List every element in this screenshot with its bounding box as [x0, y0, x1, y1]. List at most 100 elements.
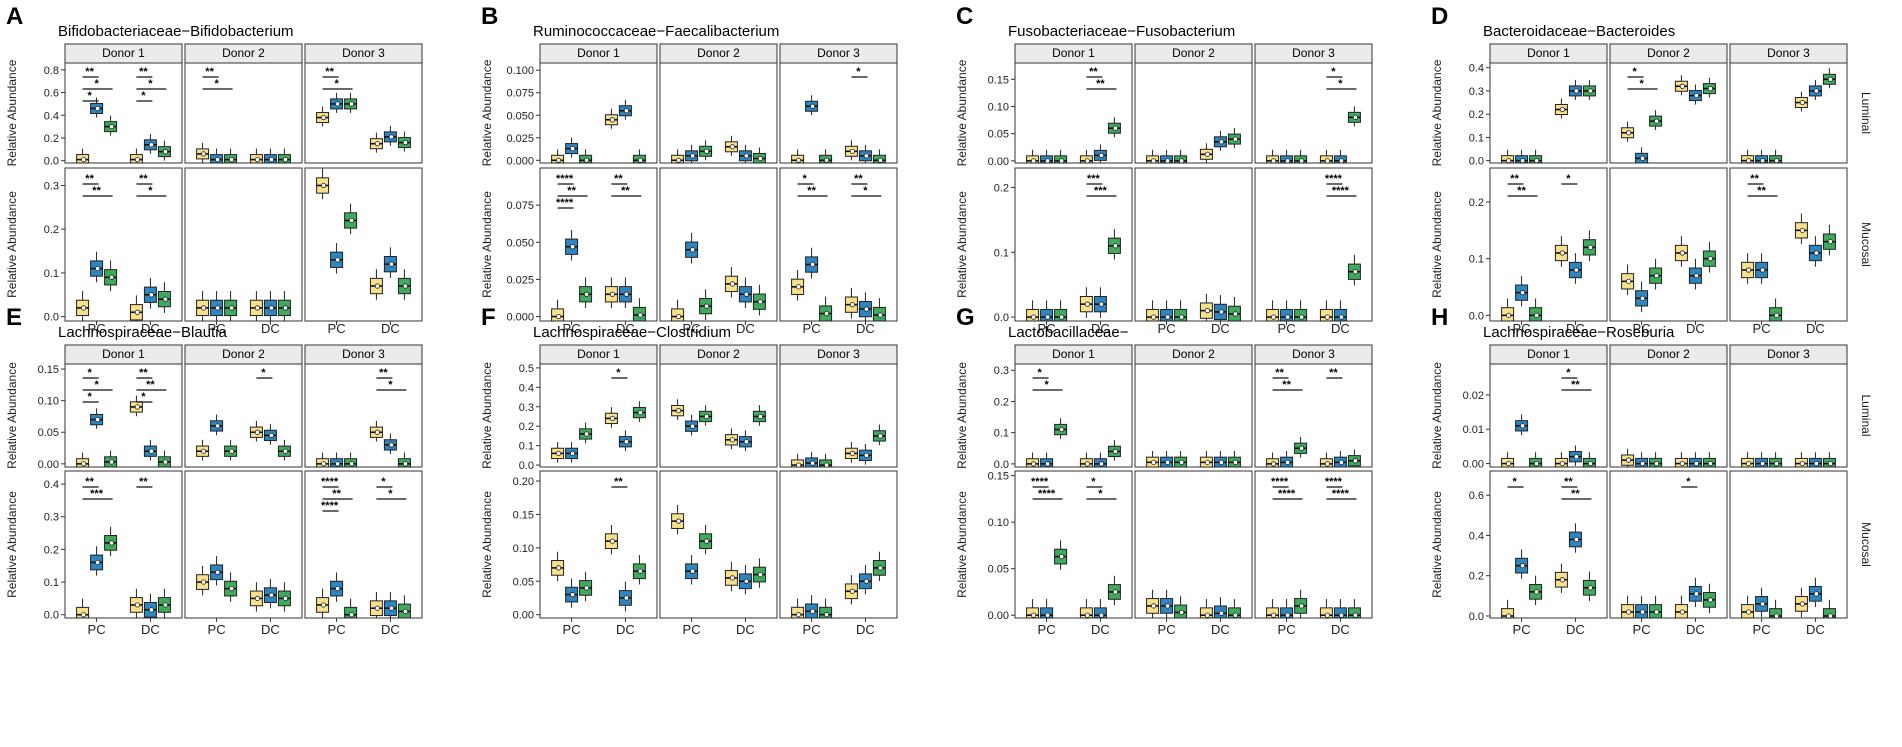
data-point	[569, 450, 576, 456]
facet-frame	[779, 470, 898, 619]
data-point	[1653, 118, 1660, 124]
data-point	[1232, 459, 1239, 465]
data-point	[1827, 239, 1834, 245]
significance-label: ***	[1094, 185, 1108, 197]
data-point	[402, 461, 409, 467]
data-point	[1338, 459, 1345, 465]
significance-label: **	[1282, 379, 1291, 391]
significance-label: *	[388, 379, 393, 391]
facet-frame	[539, 167, 658, 322]
data-point	[555, 565, 562, 571]
data-point	[1098, 612, 1105, 618]
x-tick-label: DC	[1566, 622, 1585, 637]
data-point	[1164, 158, 1171, 164]
data-point	[162, 602, 169, 608]
y-axis-label: Relative Abundance	[1430, 191, 1444, 298]
data-point	[348, 612, 355, 618]
significance-label: **	[807, 185, 816, 197]
data-point	[1759, 601, 1766, 607]
data-point	[402, 139, 409, 146]
facet-frame	[1134, 363, 1253, 468]
significance-label: ****	[321, 500, 339, 512]
data-point	[1298, 603, 1305, 609]
y-tick-label: 0.100	[506, 65, 534, 77]
data-point	[1587, 88, 1594, 94]
x-tick-label: DC	[381, 321, 400, 336]
facet-frame	[779, 363, 898, 468]
data-point	[1112, 589, 1119, 595]
significance-label: *	[1098, 488, 1103, 500]
y-tick-label: 0.3	[519, 402, 534, 414]
significance-label: ****	[1325, 476, 1343, 488]
y-tick-label: 0.4	[1469, 530, 1484, 542]
panel-letter: C	[956, 3, 973, 30]
data-point	[1112, 125, 1119, 131]
data-point	[809, 261, 816, 268]
x-tick-label: DC	[141, 321, 160, 336]
data-point	[1639, 460, 1646, 467]
data-point	[374, 605, 381, 611]
y-tick-label: 0.1	[44, 268, 59, 280]
facet-frame	[64, 470, 183, 619]
y-axis-label: Relative Abundance	[480, 362, 494, 469]
significance-label: **	[854, 173, 863, 185]
data-point	[134, 156, 141, 163]
x-tick-label: DC	[1091, 622, 1110, 637]
x-tick-label: PC	[1513, 622, 1531, 637]
data-point	[1150, 459, 1157, 465]
data-point	[1204, 151, 1211, 157]
x-tick-label: PC	[1513, 321, 1531, 336]
significance-label: **	[139, 476, 148, 488]
data-point	[254, 305, 261, 311]
significance-label: **	[1750, 173, 1759, 185]
data-point	[689, 423, 696, 429]
data-point	[1679, 250, 1686, 256]
significance-label: *	[148, 185, 153, 197]
y-tick-label: 0.3	[994, 365, 1009, 377]
data-point	[1084, 158, 1091, 164]
data-point	[1827, 76, 1834, 82]
data-point	[1298, 314, 1305, 320]
panel-title: Bifidobacteriaceae−Bifidobacterium	[58, 23, 294, 40]
data-point	[148, 607, 155, 613]
facet-strip-label: Donor 2	[1172, 347, 1215, 361]
data-point	[1587, 244, 1594, 250]
data-point	[1559, 577, 1566, 583]
significance-label: **	[139, 66, 148, 78]
y-tick-label: 0.1	[1469, 254, 1484, 266]
significance-label: **	[1096, 78, 1105, 90]
x-tick-label: DC	[1566, 321, 1585, 336]
data-point	[200, 151, 207, 157]
data-point	[1505, 460, 1512, 467]
data-point	[348, 101, 355, 107]
data-point	[609, 538, 616, 544]
data-point	[877, 157, 884, 163]
data-point	[200, 579, 207, 585]
data-point	[1204, 459, 1211, 465]
data-point	[1639, 609, 1646, 615]
facet-frame	[1729, 470, 1848, 619]
significance-label: **	[614, 173, 623, 185]
data-point	[1058, 158, 1065, 164]
y-tick-label: 0.15	[38, 364, 59, 376]
y-tick-label: 0.15	[513, 509, 534, 521]
data-point	[609, 291, 616, 297]
data-point	[1693, 591, 1700, 597]
x-tick-label: DC	[1331, 622, 1350, 637]
data-point	[1799, 460, 1806, 467]
data-point	[1178, 314, 1185, 320]
data-point	[374, 429, 381, 435]
data-point	[94, 417, 101, 423]
data-point	[569, 592, 576, 598]
data-point	[282, 448, 289, 454]
data-point	[1218, 139, 1225, 145]
x-tick-label: DC	[1806, 321, 1825, 336]
y-tick-label: 0.10	[988, 517, 1009, 529]
significance-label: *	[148, 78, 153, 90]
y-tick-label: 0.00	[38, 459, 59, 471]
data-point	[1030, 612, 1037, 618]
facet-frame	[184, 62, 303, 164]
data-point	[268, 592, 275, 598]
facet-frame	[779, 167, 898, 322]
significance-label: *	[856, 66, 861, 78]
